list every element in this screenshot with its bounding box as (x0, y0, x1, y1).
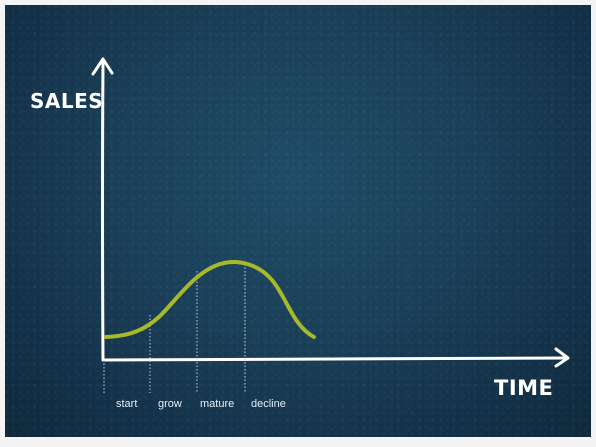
x-axis-label: TIME (494, 376, 553, 400)
phase-label-start: start (116, 398, 137, 410)
y-axis-label: SALES (30, 89, 103, 113)
phase-label-grow: grow (158, 398, 182, 410)
phase-label-decline: decline (251, 398, 286, 410)
phase-label-mature: mature (200, 398, 234, 410)
y-axis-arrowhead (91, 57, 114, 76)
x-axis-line (101, 356, 568, 362)
y-axis-line (101, 60, 105, 362)
x-axis-arrowhead (554, 347, 570, 368)
lifecycle-curve (104, 260, 316, 339)
